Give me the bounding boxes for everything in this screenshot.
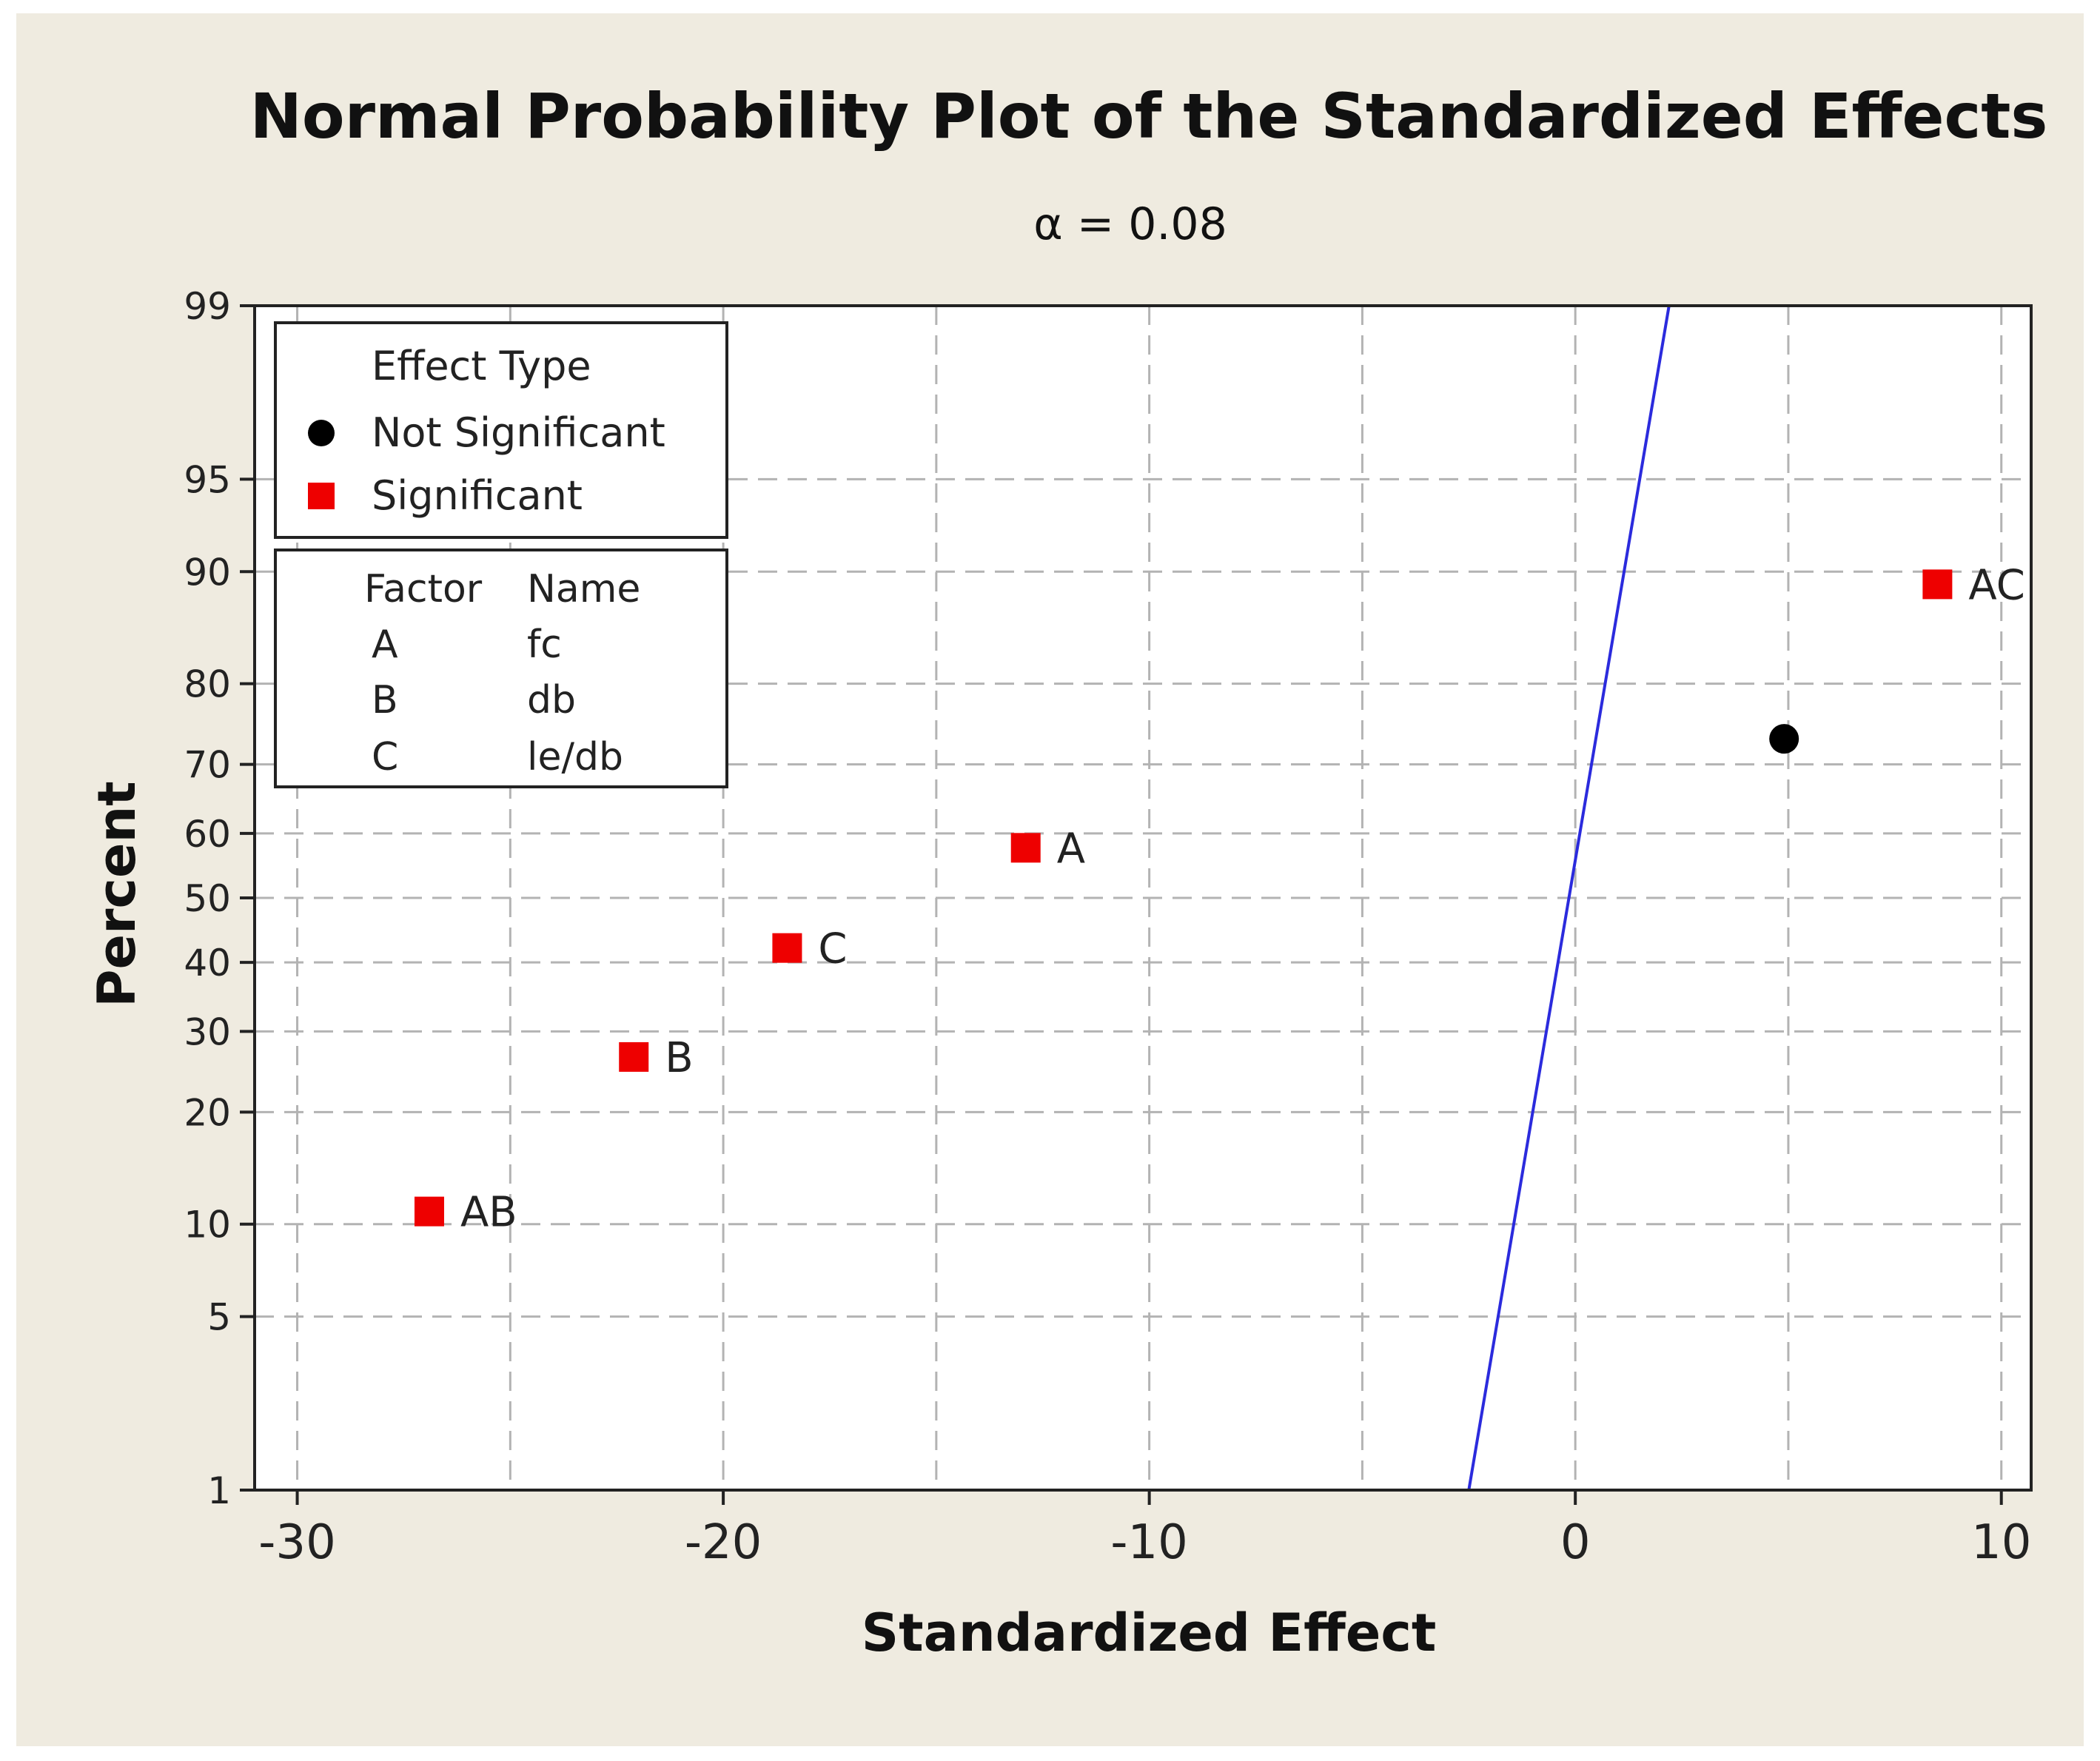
point-label: AB bbox=[460, 1189, 517, 1237]
chart-frame: Normal Probability Plot of the Standardi… bbox=[16, 13, 2084, 1746]
chart: Normal Probability Plot of the Standardi… bbox=[87, 80, 2048, 1663]
legend-circle-icon bbox=[308, 420, 335, 446]
legend-label-significant: Significant bbox=[372, 472, 583, 519]
factor-table: Factor Name A fc B db C le/db bbox=[274, 549, 728, 788]
legend-square-icon bbox=[308, 483, 335, 509]
point-label: A bbox=[1057, 825, 1085, 873]
point-label: B bbox=[665, 1034, 693, 1082]
x-tick-label: -10 bbox=[1110, 1515, 1188, 1570]
legend-label-not-significant: Not Significant bbox=[372, 409, 665, 456]
y-axis-label: Percent bbox=[87, 781, 147, 1007]
legend-title: Effect Type bbox=[372, 343, 591, 389]
axis-ticks: -30 -20 -10 0 10 1 5 10 20 30 40 50 60 70 80 90 95 99 bbox=[184, 285, 2031, 1570]
x-tick-label: 10 bbox=[1971, 1515, 2031, 1570]
y-tick-label: 50 bbox=[184, 877, 231, 920]
y-tick-label: 40 bbox=[184, 942, 231, 985]
factor-table-header-factor: Factor bbox=[364, 567, 483, 611]
factor-table-factor: B bbox=[372, 678, 398, 722]
factor-table-header-name: Name bbox=[527, 567, 640, 611]
x-tick-label: -30 bbox=[258, 1515, 336, 1570]
y-tick-label: 30 bbox=[184, 1010, 231, 1053]
factor-table-name: fc bbox=[527, 623, 562, 667]
y-tick-label: 80 bbox=[184, 663, 231, 706]
legend: Effect Type Not Significant Significant bbox=[274, 321, 728, 539]
y-tick-label: 1 bbox=[207, 1469, 231, 1512]
factor-table-box bbox=[274, 549, 728, 788]
chart-title: Normal Probability Plot of the Standardi… bbox=[250, 80, 2048, 152]
significant-point bbox=[1922, 569, 1953, 600]
factor-table-factor: C bbox=[372, 735, 398, 779]
x-axis-label: Standardized Effect bbox=[862, 1603, 1437, 1663]
y-tick-label: 70 bbox=[184, 744, 231, 787]
x-tick-label: 0 bbox=[1560, 1515, 1591, 1570]
significant-point bbox=[619, 1041, 649, 1072]
data-points: AB B C A AC bbox=[414, 561, 2025, 1237]
not-significant-point bbox=[1769, 724, 1799, 754]
significant-point bbox=[1010, 833, 1041, 863]
chart-subtitle: α = 0.08 bbox=[1033, 198, 1227, 250]
point-label: C bbox=[818, 925, 847, 973]
legend-box bbox=[274, 321, 728, 539]
y-tick-label: 20 bbox=[184, 1091, 231, 1134]
y-tick-label: 10 bbox=[184, 1204, 231, 1247]
factor-table-factor: A bbox=[372, 623, 398, 667]
reference-line-layer bbox=[1467, 305, 1671, 1491]
factor-table-name: db bbox=[527, 678, 576, 722]
y-tick-label: 5 bbox=[207, 1296, 231, 1339]
point-label: AC bbox=[1968, 561, 2024, 609]
significant-point bbox=[414, 1196, 444, 1227]
reference-line bbox=[1467, 305, 1671, 1491]
y-tick-label: 99 bbox=[184, 285, 231, 328]
factor-table-name: le/db bbox=[527, 735, 623, 779]
significant-point bbox=[772, 933, 802, 963]
x-tick-label: -20 bbox=[685, 1515, 762, 1570]
y-tick-label: 95 bbox=[184, 458, 231, 501]
y-tick-label: 60 bbox=[184, 813, 231, 856]
grid bbox=[255, 306, 2031, 1490]
y-tick-label: 90 bbox=[184, 551, 231, 594]
